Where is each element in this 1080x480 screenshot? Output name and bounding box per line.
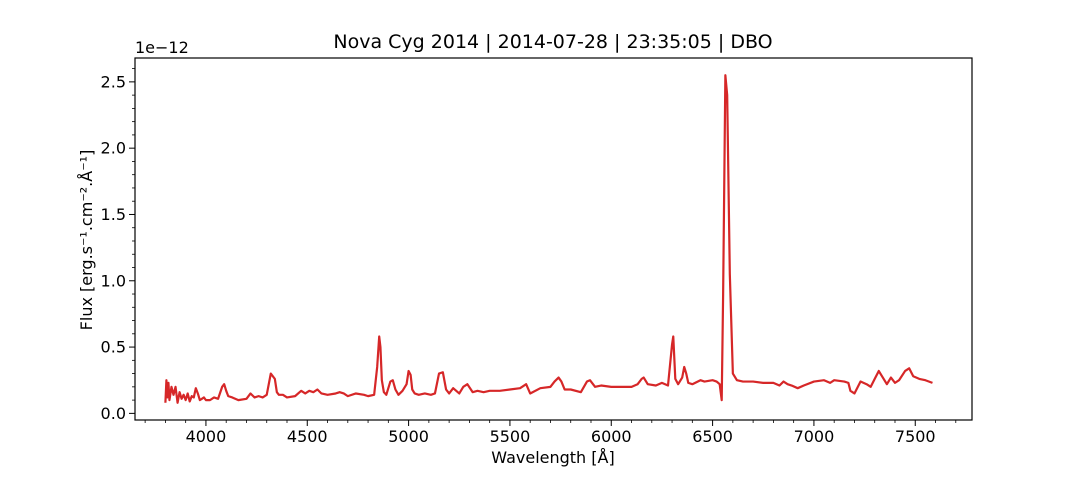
y-tick-label: 1.0 [101,271,126,290]
x-axis-label: Wavelength [Å] [491,448,614,467]
y-tick-label: 2.5 [101,72,126,91]
x-tick-label: 5000 [388,427,429,446]
x-tick-label: 6500 [692,427,733,446]
x-axis-ticks: 4000 4500 5000 5500 6000 6500 7000 7500 [144,420,957,446]
y-tick-label: 2.0 [101,139,126,158]
x-tick-label: 6000 [591,427,632,446]
y-tick-label: 0.5 [101,338,126,357]
plot-frame [134,57,973,421]
x-tick-label: 4000 [186,427,227,446]
y-tick-label: 0.0 [101,404,126,423]
chart-title: Nova Cyg 2014 | 2014-07-28 | 23:35:05 | … [333,31,772,53]
y-axis-ticks: 0.0 0.5 1.0 1.5 2.0 2.5 [101,68,135,423]
x-tick-label: 7000 [794,427,835,446]
x-tick-label: 5500 [490,427,531,446]
y-axis-label: Flux [erg.s⁻¹.cm⁻².Å⁻¹] [77,150,96,331]
y-tick-label: 1.5 [101,205,126,224]
series-line-flux [164,74,933,404]
y-axis-offset-text: 1e−12 [135,38,189,57]
x-tick-label: 4500 [287,427,328,446]
x-tick-label: 7500 [895,427,936,446]
